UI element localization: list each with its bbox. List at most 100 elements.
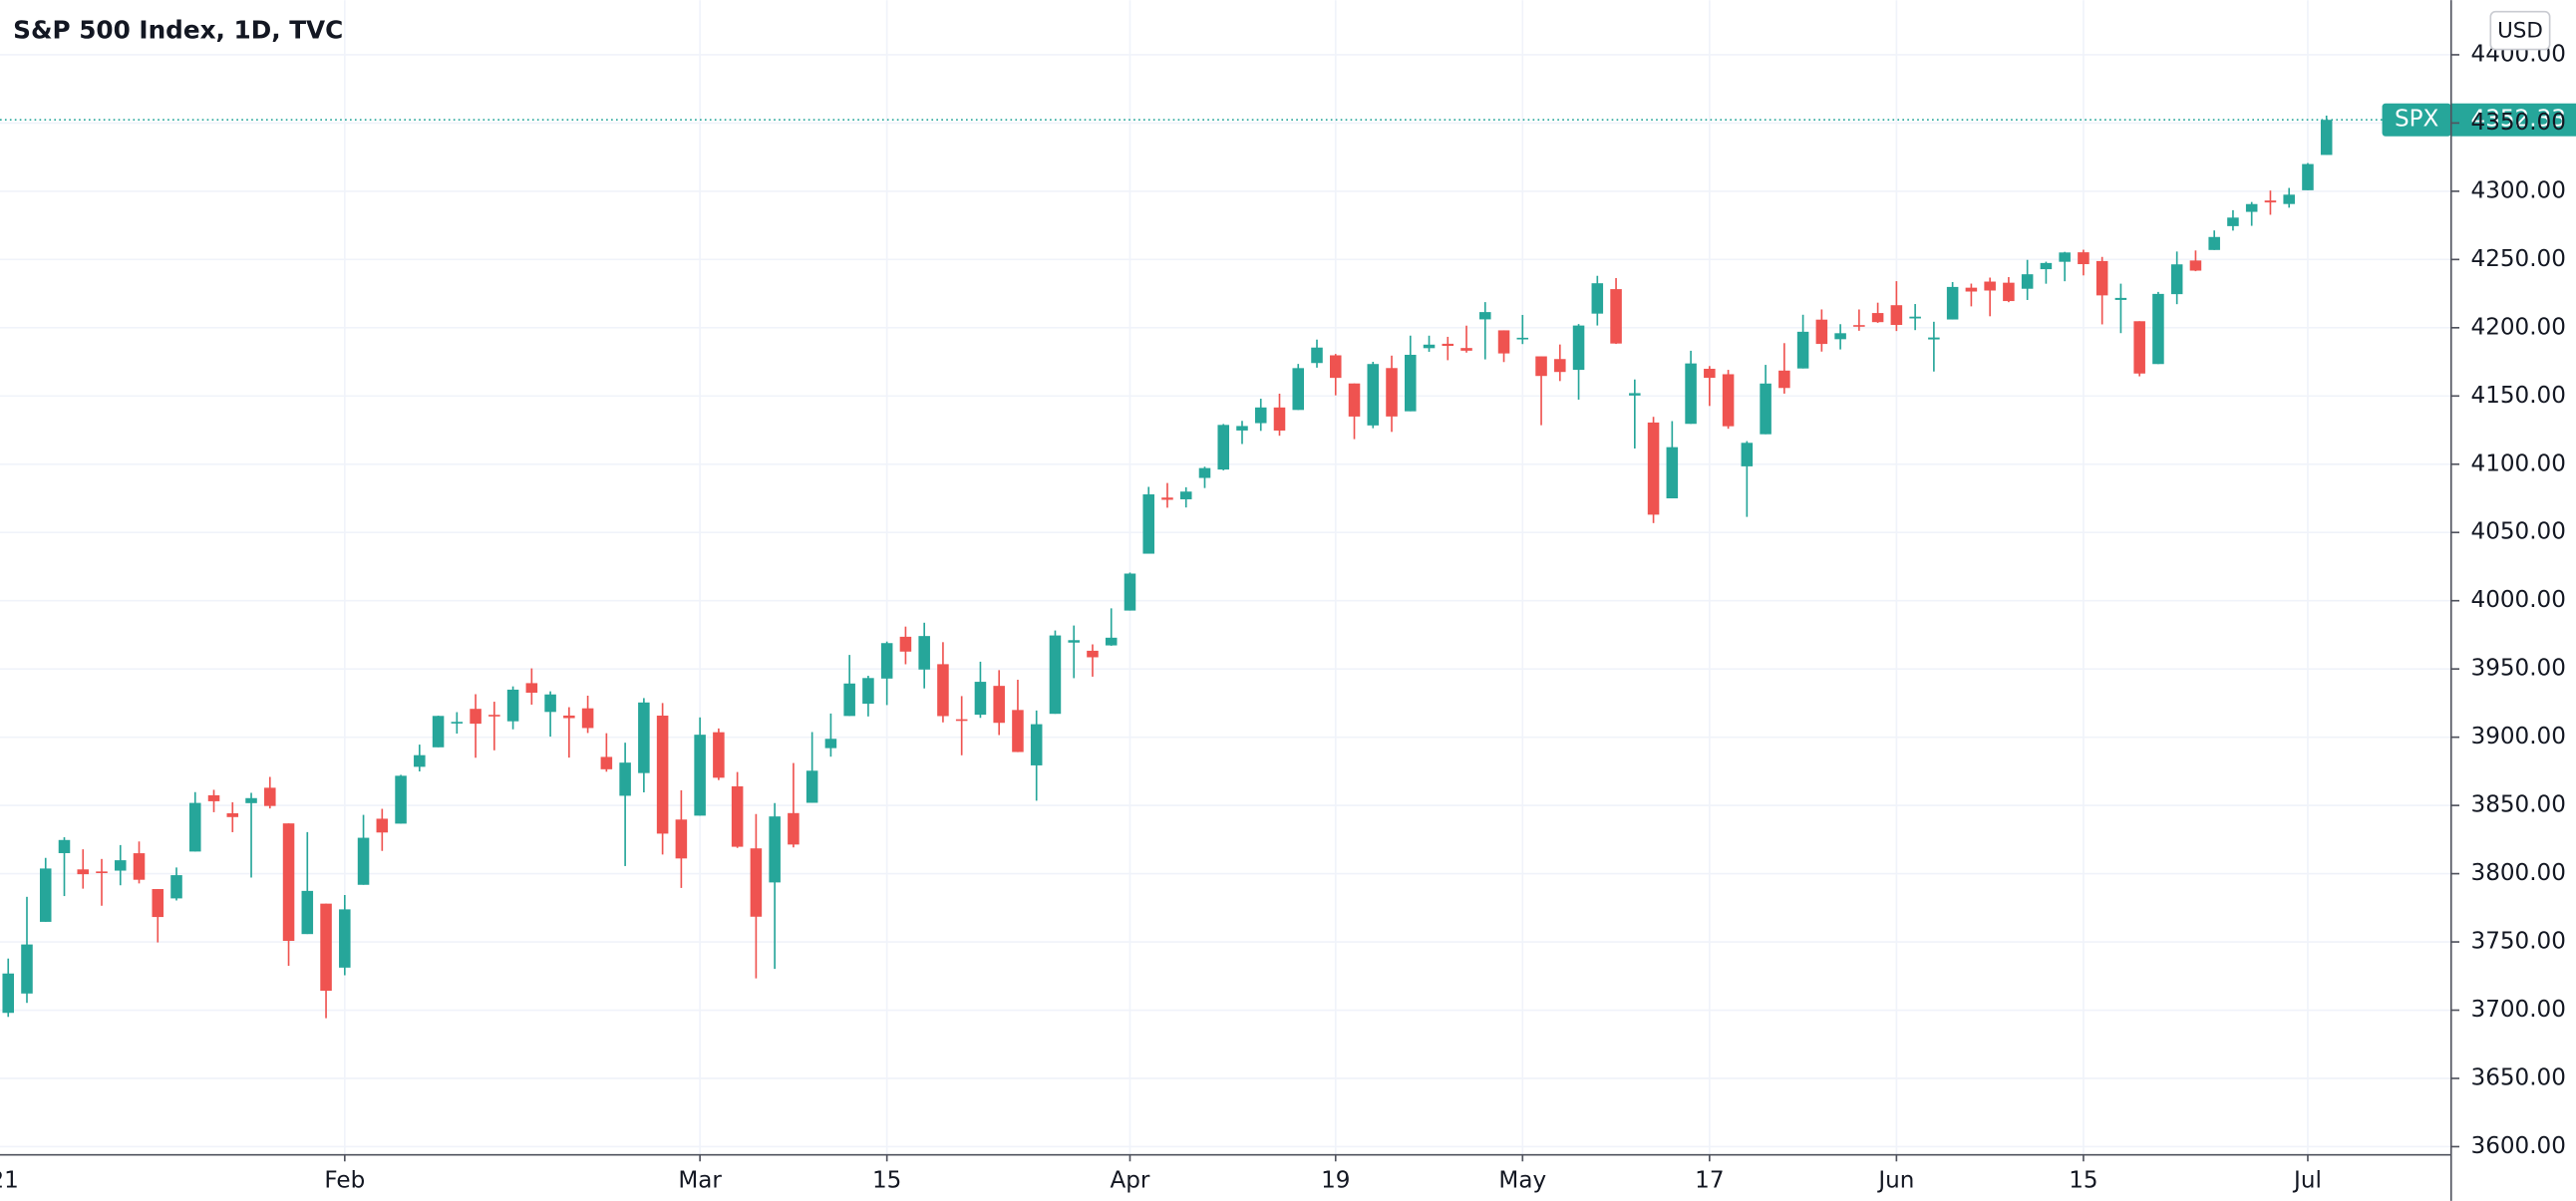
symbol-tag: [2382, 103, 2451, 137]
candle-body: [525, 683, 538, 694]
candle-body: [339, 909, 351, 968]
candle-body: [1217, 425, 1230, 470]
candle-body: [619, 762, 631, 796]
candle-body: [170, 875, 182, 899]
candle-body: [750, 848, 763, 917]
candle-body: [1666, 447, 1679, 499]
candle-body: [1254, 407, 1267, 424]
currency-label[interactable]: USD: [2497, 18, 2543, 43]
candle-body: [899, 636, 912, 652]
x-tick-label: 19: [1321, 1168, 1350, 1194]
candle-body: [2114, 297, 2127, 300]
candle-body: [1179, 491, 1192, 499]
candle-body: [1741, 443, 1754, 466]
candle-body: [39, 868, 52, 922]
candle-body: [1535, 356, 1547, 377]
candle-body: [1479, 312, 1491, 320]
candle-body: [1554, 359, 1566, 373]
candle-body: [1423, 344, 1436, 349]
x-tick-label: May: [1498, 1168, 1546, 1194]
candle-body: [2283, 194, 2295, 204]
y-tick-label: 4250.00: [2471, 246, 2566, 272]
candle-body: [226, 813, 239, 817]
y-tick-label: 3750.00: [2471, 929, 2566, 955]
candle-body: [1460, 348, 1472, 351]
candle-body: [320, 903, 332, 992]
y-tick-label: 4100.00: [2471, 450, 2566, 476]
candle-body: [21, 944, 33, 994]
candle-body: [1853, 325, 1865, 327]
candle-body: [843, 683, 855, 717]
candle-body: [2133, 321, 2145, 374]
candle-body: [2040, 262, 2053, 270]
y-tick-label: 4300.00: [2471, 177, 2566, 203]
candle-body: [2320, 120, 2333, 155]
candle-body: [788, 812, 800, 845]
candle-body: [245, 797, 257, 803]
candle-body: [1984, 281, 1996, 291]
candle-body: [1236, 426, 1248, 431]
candle-body: [581, 708, 594, 729]
candle-body: [432, 716, 445, 748]
candle-body: [2078, 252, 2090, 265]
candle-body: [2227, 217, 2239, 226]
candle-body: [1405, 354, 1417, 412]
candle-body: [1161, 497, 1173, 500]
candle-body: [1591, 283, 1604, 314]
candle-body: [2059, 252, 2071, 262]
candle-body: [301, 890, 314, 935]
x-tick-label: Jun: [1876, 1168, 1914, 1194]
chart-title: S&P 500 Index, 1D, TVC: [13, 15, 343, 44]
candle-body: [1386, 368, 1398, 417]
candle-body: [470, 709, 482, 725]
candle-body: [2189, 260, 2202, 271]
candle-body: [58, 839, 71, 853]
candle-body: [1030, 724, 1043, 765]
candle-body: [1198, 467, 1211, 478]
candle-body: [376, 818, 389, 833]
candle-body: [77, 869, 90, 875]
candle-body: [1348, 383, 1361, 417]
candle-body: [1273, 407, 1286, 431]
candle-body: [974, 682, 987, 716]
candle-body: [414, 754, 426, 767]
currency-button[interactable]: [2489, 10, 2551, 51]
y-tick-label: 4200.00: [2471, 314, 2566, 340]
candle-body: [2302, 163, 2314, 190]
candle-body: [506, 689, 519, 722]
candle-body: [1497, 330, 1510, 354]
candle-body: [1124, 573, 1136, 611]
candle-body: [2245, 203, 2258, 212]
candle-body: [1292, 368, 1305, 411]
y-tick-label: 3900.00: [2471, 724, 2566, 750]
candle-body: [1329, 355, 1342, 379]
candle-body: [282, 823, 295, 942]
candle-body: [207, 794, 220, 801]
candle-body: [1909, 316, 1921, 319]
candle-body: [1049, 635, 1062, 715]
candle-body: [824, 739, 837, 749]
candle-body: [1572, 325, 1585, 371]
x-tick-label: 2021: [0, 1168, 19, 1194]
y-tick-label: 4150.00: [2471, 383, 2566, 409]
y-tick-label: 4350.00: [2471, 110, 2566, 136]
x-tick-label: Apr: [1111, 1168, 1150, 1194]
candle-body: [937, 664, 949, 717]
candle-body: [955, 719, 968, 722]
y-tick-label: 3950.00: [2471, 656, 2566, 682]
candle-body: [731, 785, 744, 847]
candle-body: [133, 853, 146, 880]
candle-body: [694, 735, 706, 816]
candle-body: [1105, 637, 1118, 646]
candle-body: [2, 973, 15, 1014]
candle-body: [1871, 313, 1884, 323]
candle-body: [918, 636, 930, 670]
candle-body: [713, 732, 725, 778]
x-tick-label: Mar: [678, 1168, 722, 1194]
candle-body: [189, 802, 201, 852]
x-tick-label: Feb: [324, 1168, 365, 1194]
candle-body: [1965, 287, 1978, 292]
candle-body: [1760, 383, 1771, 435]
